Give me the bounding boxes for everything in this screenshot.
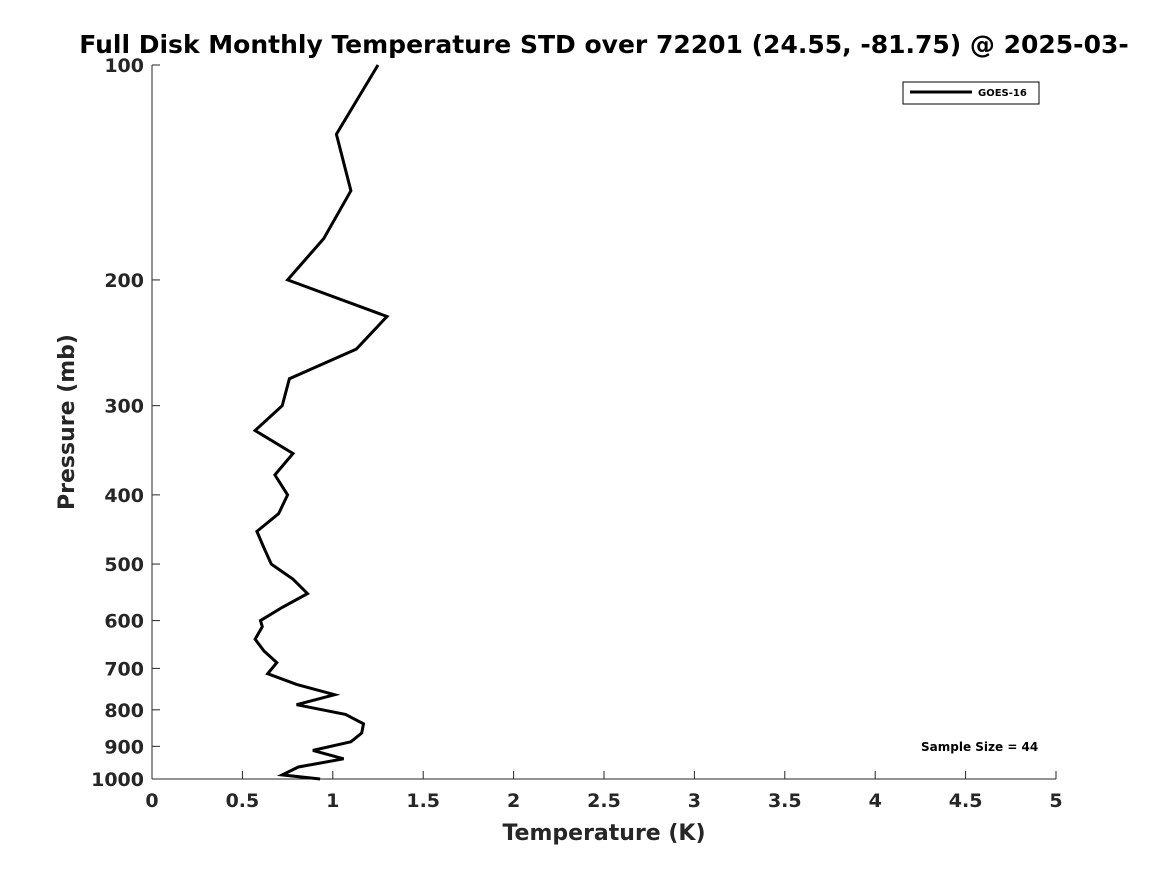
plot-area: 0 0.5 1 1.5 2 2.5 3 3.5 4 4.5 5 100 200 300 400 500 600… [91,55,1063,812]
x-tick-label: 0 [145,790,158,812]
x-axis-label: Temperature (K) [502,821,705,846]
y-tick-label: 400 [104,485,144,507]
y-tick-label: 1000 [91,769,144,791]
x-tick-label: 2.5 [587,790,621,812]
chart-title: Full Disk Monthly Temperature STD over 7… [79,30,1128,59]
x-tick-label: 5 [1049,790,1062,812]
series-line-goes-16 [252,64,390,781]
x-ticks: 0 0.5 1 1.5 2 2.5 3 3.5 4 4.5 5 [145,771,1063,812]
x-tick-label: 4 [869,790,882,812]
y-tick-label: 700 [104,658,144,680]
y-ticks: 100 200 300 400 500 600 700 800 900 1000 [91,55,160,791]
y-tick-label: 300 [104,396,144,418]
x-tick-label: 4.5 [949,790,983,812]
x-tick-label: 1.5 [406,790,440,812]
x-tick-label: 2 [507,790,520,812]
legend: GOES-16 [902,81,1040,105]
x-tick-label: 1 [326,790,339,812]
y-tick-label: 200 [104,270,144,292]
legend-label-goes-16: GOES-16 [978,88,1027,99]
series-layer [252,64,390,781]
y-tick-label: 500 [104,554,144,576]
y-axis-label: Pressure (mb) [55,334,80,510]
y-tick-label: 800 [104,700,144,722]
y-tick-label: 600 [104,611,144,633]
x-tick-label: 3.5 [768,790,802,812]
y-tick-label: 900 [104,736,144,758]
x-tick-label: 3 [688,790,701,812]
sample-size-annotation: Sample Size = 44 [921,740,1038,754]
y-tick-label: 100 [104,55,144,77]
x-tick-label: 0.5 [226,790,260,812]
